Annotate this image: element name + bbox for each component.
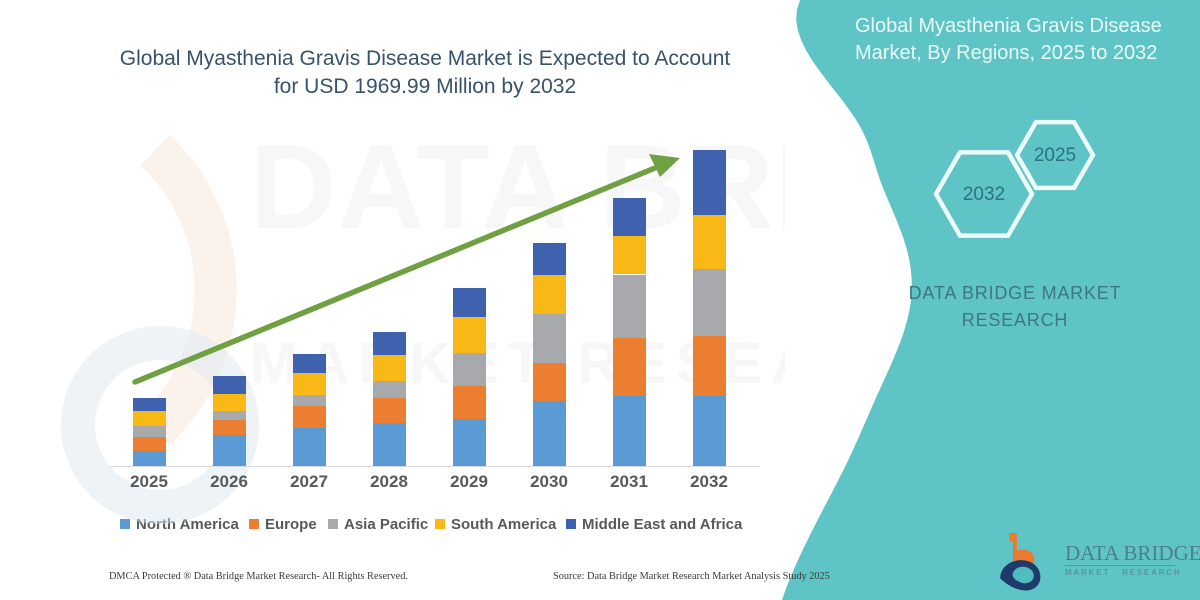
svg-text:2025: 2025: [1034, 145, 1076, 166]
svg-text:2032: 2032: [963, 184, 1005, 205]
